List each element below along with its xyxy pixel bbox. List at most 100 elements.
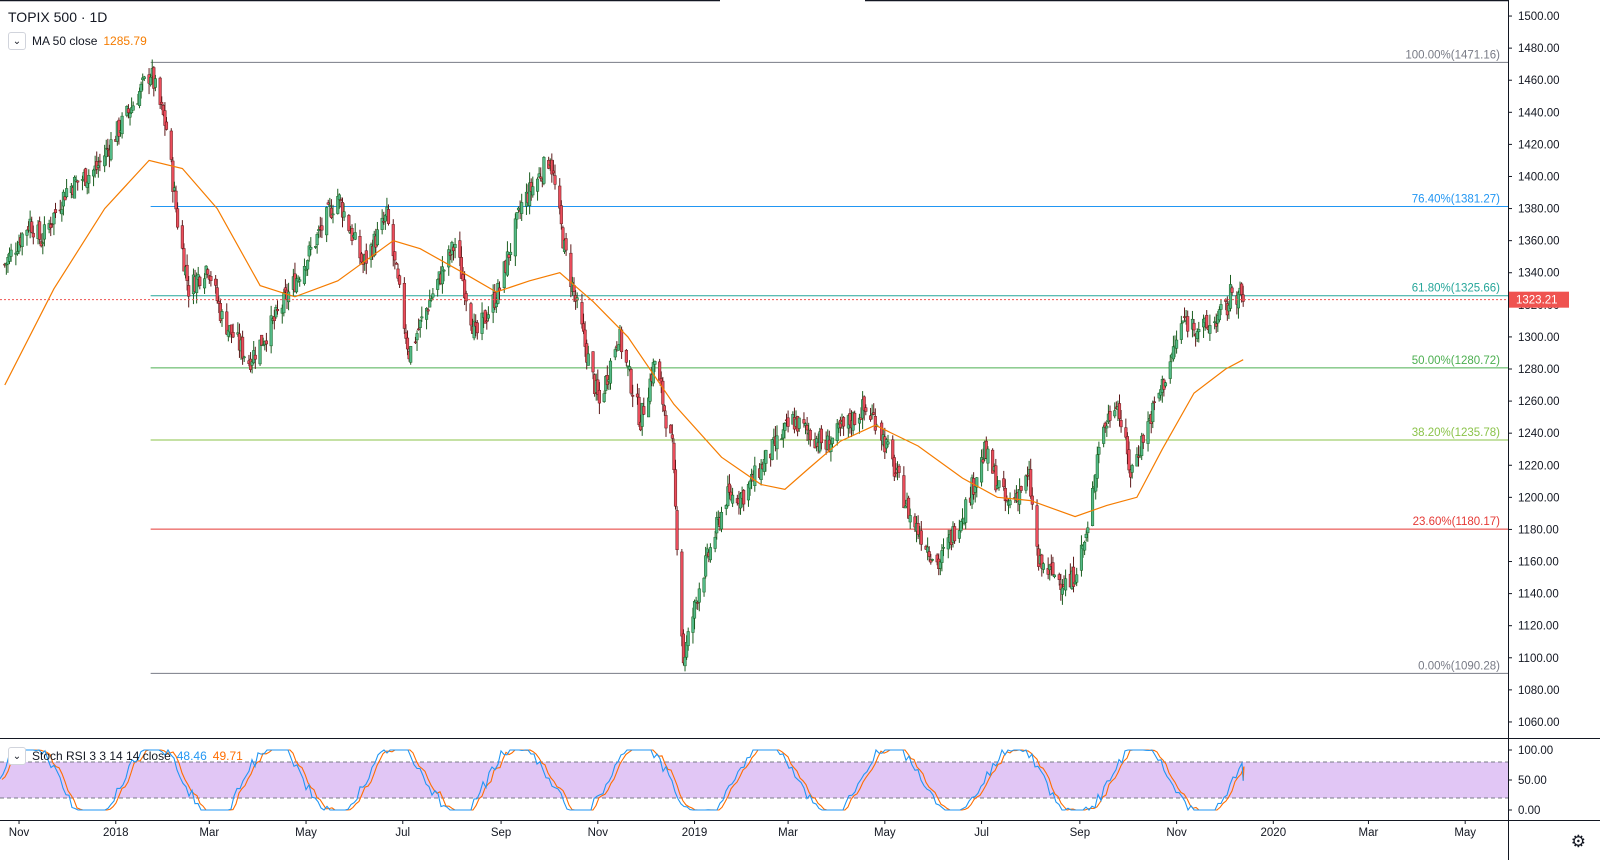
candle-body: [681, 633, 685, 664]
candle-body: [569, 252, 573, 287]
candle-body: [1179, 323, 1183, 340]
candle-body: [342, 211, 346, 218]
candle-body: [463, 279, 467, 299]
candle-body: [320, 225, 324, 231]
candle-body: [1029, 469, 1033, 497]
candle-body: [742, 490, 746, 505]
candle-body: [1230, 287, 1234, 293]
candle-body: [1168, 361, 1172, 379]
candle-body: [1197, 329, 1201, 333]
candle-body: [531, 186, 535, 196]
price-tick-label: 1460.00: [1518, 75, 1560, 87]
price-tick-label: 1200.00: [1518, 492, 1560, 504]
time-tick-label: Jul: [974, 827, 989, 839]
candle-body: [72, 177, 77, 199]
candle-body: [1086, 527, 1090, 534]
fib-level-label: 23.60%(1180.17): [1413, 516, 1501, 528]
time-tick-label: Nov: [9, 827, 30, 839]
candle-body: [329, 207, 333, 218]
candle-body: [731, 494, 735, 504]
candle-body: [117, 119, 121, 137]
candle-body: [1075, 574, 1079, 583]
candle-body: [409, 346, 413, 363]
candle-body: [287, 291, 291, 303]
candle-body: [380, 217, 384, 230]
fib-level-label: 38.20%(1235.78): [1412, 427, 1500, 439]
candle-body: [902, 475, 906, 508]
candle-body: [692, 601, 697, 619]
chevron-down-icon[interactable]: ⌄: [8, 747, 26, 765]
time-tick-label: 2018: [103, 827, 129, 839]
candle-body: [109, 139, 113, 160]
candle-body: [231, 332, 235, 338]
last-price-label: 1323.21: [1516, 295, 1558, 307]
stoch-rsi-label: Stoch RSI 3 3 14 14 close: [32, 749, 171, 763]
ma50-line: [4, 159, 1244, 518]
candle-body: [485, 320, 489, 323]
candle-body: [95, 161, 99, 170]
stoch-tick-label: 50.00: [1518, 775, 1547, 787]
candle-body: [260, 334, 264, 346]
candle-body: [386, 209, 391, 224]
candle-body: [30, 221, 34, 233]
candle-body: [413, 341, 418, 344]
candle-body: [891, 439, 895, 460]
candle-body: [1018, 489, 1022, 505]
candle-body: [126, 108, 130, 113]
stoch-rsi-legend[interactable]: ⌄ Stoch RSI 3 3 14 14 close 48.46 49.71: [8, 747, 243, 765]
ma-legend[interactable]: ⌄ MA 50 close 1285.79: [8, 32, 147, 50]
candle-body: [1105, 425, 1109, 429]
candle-body: [274, 307, 278, 318]
candle-body: [670, 434, 674, 439]
candle-body: [187, 285, 191, 297]
candle-body: [398, 275, 402, 285]
price-tick-label: 1240.00: [1518, 428, 1560, 440]
gear-icon[interactable]: ⚙: [1570, 832, 1586, 851]
candle-body: [981, 459, 985, 463]
candle-body: [513, 218, 517, 257]
candle-body: [953, 526, 957, 542]
candle-body: [359, 253, 364, 263]
candle-body: [65, 188, 69, 198]
candle-body: [172, 187, 176, 191]
candle-body: [142, 76, 146, 79]
candle-body: [315, 234, 319, 246]
candle-body: [106, 148, 110, 150]
candle-body: [314, 246, 318, 248]
candle-body: [672, 442, 676, 470]
stoch-rsi-k-line: [0, 748, 1244, 812]
candle-body: [957, 530, 961, 539]
candle-body: [214, 278, 218, 286]
candle-body: [551, 170, 555, 174]
candle-body: [1060, 587, 1064, 595]
price-tick-label: 1280.00: [1518, 364, 1560, 376]
candle-body: [964, 499, 968, 523]
candle-body: [185, 264, 189, 281]
price-tick-label: 1360.00: [1518, 236, 1560, 248]
candle-body: [176, 208, 180, 228]
candle-body: [1083, 541, 1087, 551]
candle-body: [203, 278, 207, 289]
candle-body: [702, 577, 706, 593]
candle-body: [174, 190, 178, 210]
candle-body: [153, 78, 157, 88]
candle-body: [886, 441, 890, 445]
candle-body: [719, 512, 724, 530]
candle-body: [502, 261, 506, 288]
candle-body: [1171, 346, 1175, 360]
candle-body: [209, 275, 213, 281]
candle-body: [808, 429, 812, 441]
candle-body: [704, 555, 708, 577]
candle-body: [25, 229, 29, 236]
candle-body: [919, 530, 923, 545]
price-tick-label: 1400.00: [1518, 171, 1560, 183]
candle-body: [415, 333, 419, 341]
price-tick-label: 1380.00: [1518, 204, 1560, 216]
candle-body: [907, 497, 911, 519]
price-tick-label: 1440.00: [1518, 107, 1560, 119]
symbol-title[interactable]: TOPIX 500 · 1D: [8, 9, 108, 25]
chevron-down-icon[interactable]: ⌄: [8, 32, 26, 50]
candle-body: [1097, 447, 1101, 455]
